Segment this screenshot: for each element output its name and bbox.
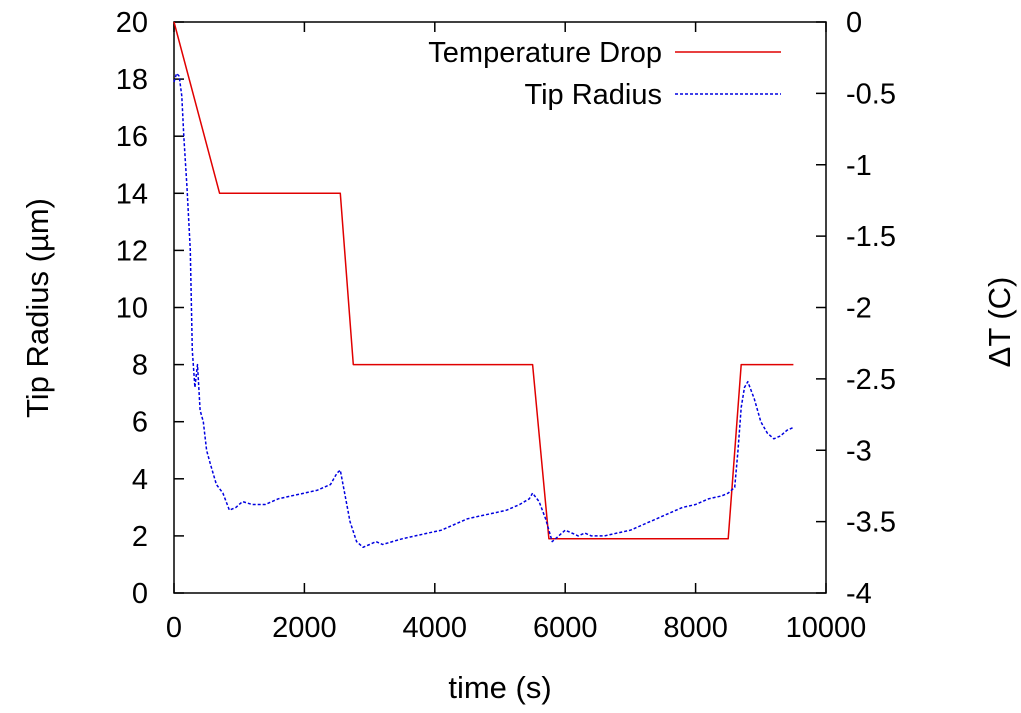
legend-label-tip-radius: Tip Radius	[524, 79, 662, 111]
x-tick-label: 2000	[272, 612, 337, 644]
y-tick-label: 14	[116, 178, 148, 210]
y2-tick-label: -0.5	[846, 78, 896, 110]
y-tick-label: 16	[116, 121, 148, 153]
ticks-layer	[173, 21, 827, 594]
y-axis-label: Tip Radius (µm)	[20, 198, 55, 418]
x-tick-label: 8000	[663, 612, 728, 644]
legend-label-temperature-drop: Temperature Drop	[428, 37, 662, 69]
y2-tick-label: -4	[846, 578, 872, 610]
series-line-tip-radius	[173, 72, 794, 549]
y-tick-label: 6	[132, 407, 148, 439]
y2-tick-label: -2	[846, 293, 872, 325]
y-tick-label: 8	[132, 350, 148, 382]
y-tick-label: 0	[132, 578, 148, 610]
y2-tick-label: -1.5	[846, 221, 896, 253]
series-layer	[173, 21, 794, 549]
tick-labels-layer: 0 2000 4000 6000 8000 10000 0 2 4 6 8 10 12 14 16 18 20 0…	[116, 7, 896, 644]
legend: Temperature Drop Tip Radius	[428, 37, 781, 111]
y2-tick-label: -3	[846, 435, 872, 467]
x-tick-label: 6000	[533, 612, 598, 644]
y-tick-label: 2	[132, 521, 148, 553]
y2-tick-label: -3.5	[846, 507, 896, 539]
x-tick-label: 4000	[403, 612, 468, 644]
y2-tick-label: 0	[846, 7, 862, 39]
x-axis-label: time (s)	[448, 670, 551, 705]
y-tick-label: 4	[132, 464, 148, 496]
y2-axis-label: ΔT (C)	[982, 277, 1017, 368]
y-tick-label: 20	[116, 7, 148, 39]
plot-frame	[173, 21, 827, 594]
x-tick-label: 0	[166, 612, 182, 644]
y-tick-label: 12	[116, 235, 148, 267]
y2-tick-label: -1	[846, 150, 872, 182]
x-tick-label: 10000	[786, 612, 867, 644]
y-tick-label: 18	[116, 64, 148, 96]
series-line-temperature-drop	[173, 21, 794, 540]
y2-tick-label: -2.5	[846, 364, 896, 396]
y-tick-label: 10	[116, 293, 148, 325]
